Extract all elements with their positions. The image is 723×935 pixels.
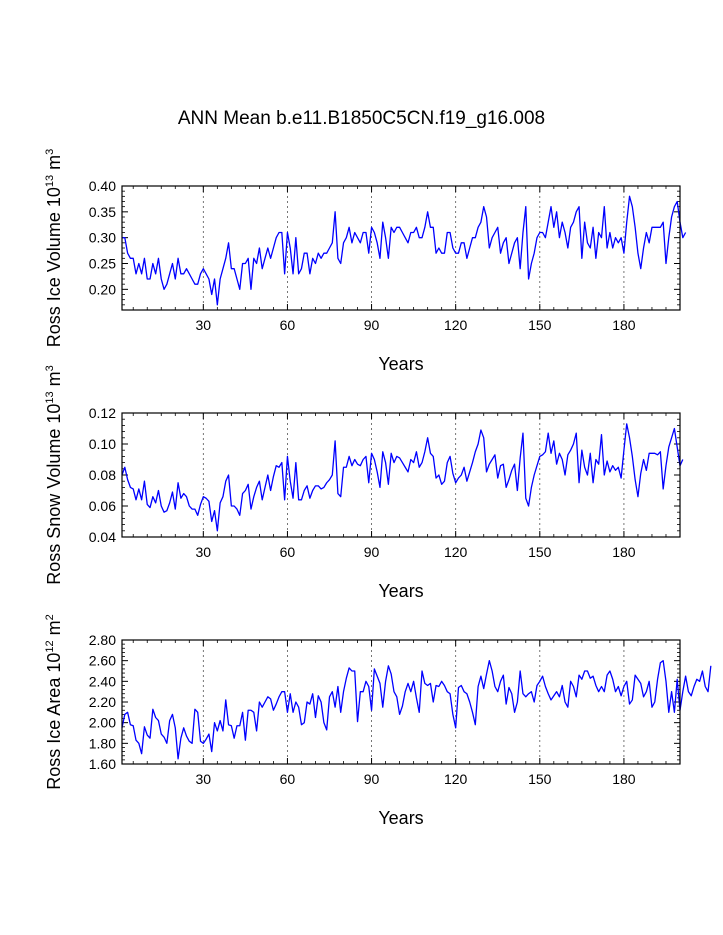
y-tick-label: 0.10	[89, 436, 116, 452]
y-tick-label: 0.04	[89, 529, 116, 545]
x-tick-label: 60	[280, 317, 296, 333]
data-series-line-2	[121, 423, 684, 532]
y-tick-label: 0.40	[89, 178, 116, 194]
y-tick-label: 0.35	[89, 204, 116, 220]
x-tick-label: 180	[612, 771, 636, 787]
x-tick-label: 60	[280, 544, 296, 560]
x-tick-label: 180	[612, 317, 636, 333]
x-axis-title: Years	[378, 354, 423, 374]
x-tick-label: 60	[280, 771, 296, 787]
x-tick-label: 150	[528, 771, 552, 787]
y-tick-label: 1.80	[89, 735, 116, 751]
y-tick-label: 2.80	[89, 632, 116, 648]
x-tick-label: 120	[444, 317, 468, 333]
x-tick-label: 90	[364, 771, 380, 787]
plot-frame-1	[121, 185, 681, 311]
x-tick-label: 30	[196, 544, 212, 560]
y-axis-title: Ross Snow Volume 1013 m3	[44, 365, 64, 584]
chart-title: ANN Mean b.e11.B1850C5CN.f19_g16.008	[177, 108, 546, 129]
y-tick-label: 0.08	[89, 467, 116, 483]
data-series-line-1	[122, 195, 687, 306]
x-axis-title: Years	[378, 808, 423, 828]
y-tick-label: 2.00	[89, 715, 116, 731]
x-tick-label: 30	[196, 317, 212, 333]
x-tick-label: 150	[528, 544, 552, 560]
data-series-line-3	[121, 660, 712, 760]
x-tick-label: 120	[444, 771, 468, 787]
x-tick-label: 90	[364, 544, 380, 560]
x-axis-title: Years	[378, 581, 423, 601]
x-tick-label: 150	[528, 317, 552, 333]
y-tick-label: 2.20	[89, 694, 116, 710]
plot-frame-3	[121, 639, 681, 765]
y-tick-label: 0.12	[89, 405, 116, 421]
y-tick-label: 2.60	[89, 653, 116, 669]
y-tick-label: 0.25	[89, 256, 116, 272]
x-tick-label: 180	[612, 544, 636, 560]
y-tick-label: 0.30	[89, 230, 116, 246]
y-axis-title: Ross Ice Volume 1013 m3	[44, 149, 64, 347]
x-tick-label: 30	[196, 771, 212, 787]
y-axis-title: Ross Ice Area 1012 m2	[44, 614, 64, 789]
x-tick-label: 90	[364, 317, 380, 333]
y-tick-label: 2.40	[89, 673, 116, 689]
plot-frame-2	[121, 412, 681, 538]
y-tick-label: 0.20	[89, 281, 116, 297]
x-tick-label: 120	[444, 544, 468, 560]
y-tick-label: 0.06	[89, 498, 116, 514]
y-tick-label: 1.60	[89, 756, 116, 772]
